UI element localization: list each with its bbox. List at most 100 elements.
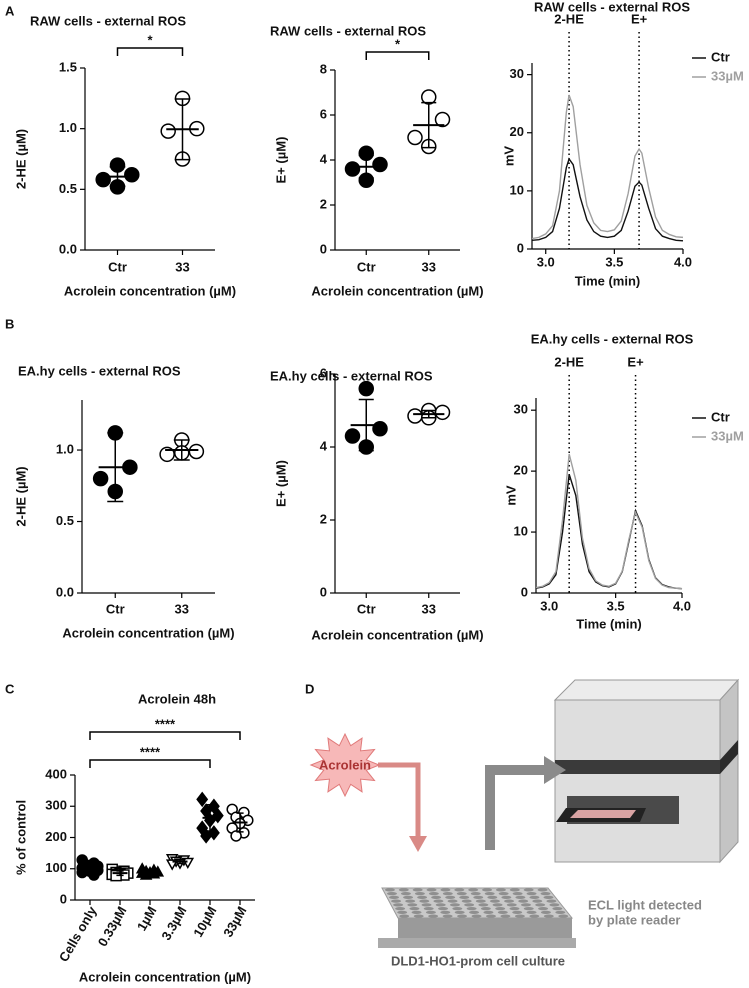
well	[459, 895, 470, 899]
well	[487, 895, 498, 899]
well	[526, 910, 537, 914]
y-tick-label: 1.0	[59, 120, 77, 135]
well	[421, 903, 432, 907]
y-tick-label: 0.5	[56, 513, 74, 528]
well	[537, 888, 548, 892]
y-axis-label: % of control	[13, 800, 28, 875]
legend-label: 33µM	[711, 428, 744, 443]
x-tick-label: Ctr	[106, 601, 125, 616]
error-bar	[116, 870, 124, 877]
x-tick-label: 3.5	[607, 598, 625, 613]
well	[438, 907, 449, 911]
x-tick-label: 33	[422, 259, 436, 274]
well	[512, 892, 523, 896]
y-tick-label: 0	[517, 240, 524, 255]
well	[506, 903, 517, 907]
line-series	[531, 94, 684, 240]
well	[464, 903, 475, 907]
panel-label: B	[5, 316, 14, 331]
well	[411, 910, 422, 914]
error-bar	[86, 863, 94, 873]
significance-bracket	[365, 51, 430, 60]
x-tick-label: Cells only	[56, 903, 100, 964]
data-point	[372, 421, 388, 437]
arrow	[378, 762, 421, 838]
well	[518, 899, 529, 903]
error-bar	[146, 869, 154, 875]
y-axis-label: E+ (µM)	[273, 460, 288, 507]
well	[500, 914, 511, 918]
y-tick-label: 0	[320, 241, 327, 256]
well	[397, 910, 408, 914]
x-tick-label: 1µM	[134, 904, 160, 934]
well	[386, 892, 397, 896]
chart-title: RAW cells - external ROS	[270, 23, 426, 38]
error-bar	[358, 398, 374, 452]
well	[498, 892, 509, 896]
x-tick-label: 0.33µM	[95, 904, 130, 949]
well	[470, 892, 481, 896]
data-point	[407, 408, 423, 424]
y-tick-label: 0.5	[59, 181, 77, 196]
well	[529, 895, 540, 899]
error-bar	[421, 101, 437, 149]
well	[423, 907, 434, 911]
x-tick-label: 33µM	[220, 904, 249, 940]
y-tick-label: 4	[320, 438, 328, 453]
well	[515, 895, 526, 899]
y-tick-label: 300	[45, 798, 67, 813]
well	[431, 895, 442, 899]
well	[449, 903, 460, 907]
panel-label: A	[5, 3, 15, 18]
well	[433, 899, 444, 903]
y-tick-label: 1.5	[59, 59, 77, 74]
significance-bracket	[89, 759, 211, 768]
plate-side	[398, 918, 572, 938]
x-tick-label: 33	[175, 601, 189, 616]
well	[480, 907, 491, 911]
y-tick-label: 0.0	[59, 241, 77, 256]
x-axis-label: Acrolein concentration (µM)	[79, 969, 251, 984]
x-axis-label: Acrolein concentration (µM)	[62, 625, 234, 640]
data-point	[434, 111, 451, 128]
data-point	[188, 443, 205, 460]
chart-title: RAW cells - external ROS	[30, 13, 186, 28]
y-tick-label: 10	[510, 182, 524, 197]
y-tick-label: 100	[45, 860, 67, 875]
well	[489, 899, 500, 903]
y-tick-label: 2	[320, 511, 327, 526]
significance-bracket	[89, 731, 241, 740]
well	[419, 899, 430, 903]
data-point	[358, 380, 374, 397]
chart-title: Acrolein 48h	[138, 691, 216, 706]
y-tick-label: 8	[320, 61, 327, 76]
well	[414, 892, 425, 896]
error-bar	[173, 439, 190, 461]
well	[552, 907, 563, 911]
y-axis-label: mV	[503, 485, 518, 506]
chart-title: EA.hy cells - external ROS	[18, 363, 181, 378]
well	[417, 895, 428, 899]
x-tick-label: Ctr	[357, 601, 376, 616]
y-tick-label: 20	[510, 124, 524, 139]
y-tick-label: 0.0	[56, 584, 74, 599]
significance-bracket	[116, 47, 184, 56]
well	[393, 903, 404, 907]
reader-plate	[570, 810, 636, 818]
well	[538, 907, 549, 911]
well	[447, 899, 458, 903]
well	[452, 907, 463, 911]
arrow-head	[544, 756, 566, 784]
y-tick-label: 6	[320, 106, 327, 121]
well	[540, 910, 551, 914]
well	[398, 888, 409, 892]
well	[495, 888, 506, 892]
y-tick-label: 6	[320, 365, 327, 380]
chart-title: EA.hy cells - external ROS	[531, 331, 694, 346]
x-axis-label: Acrolein concentration (µM)	[311, 627, 483, 642]
well	[549, 903, 560, 907]
data-point	[372, 156, 388, 173]
data-point	[230, 830, 242, 842]
y-tick-label: 1.0	[56, 441, 74, 456]
